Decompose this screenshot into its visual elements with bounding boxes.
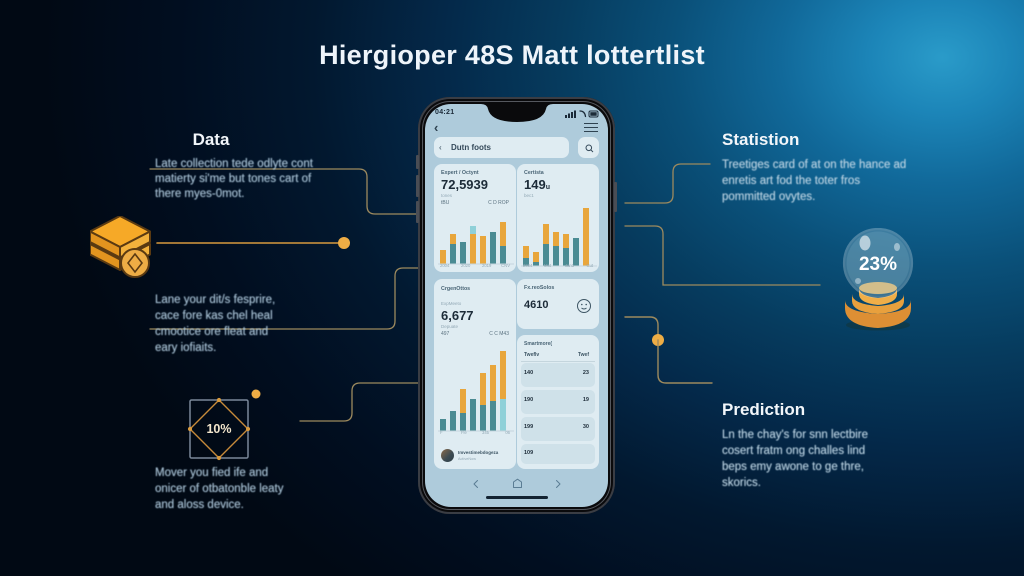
svg-text:10%: 10% [206,422,231,436]
svg-text:23%: 23% [859,254,897,275]
